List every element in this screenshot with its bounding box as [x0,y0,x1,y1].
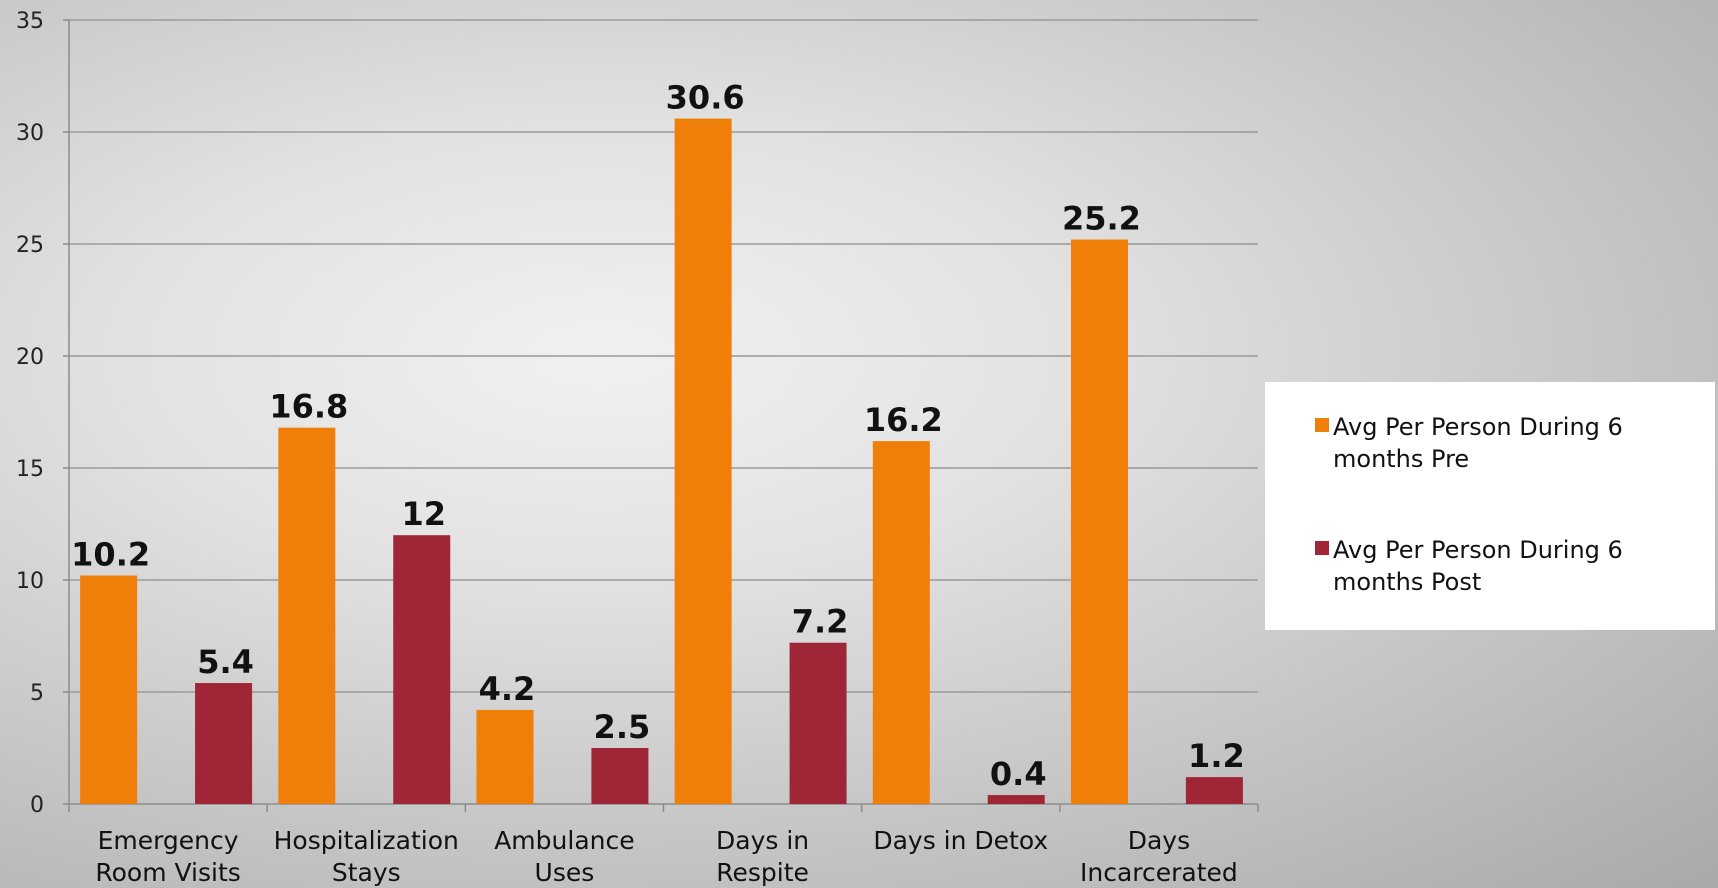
x-tick-label: Hospitalization [274,826,459,855]
x-tick-label: Uses [535,858,595,887]
data-label: 7.2 [792,603,849,641]
bar [987,795,1045,804]
x-tick-label: Room Visits [95,858,240,887]
legend-label-post: Avg Per Person During 6 months Post [1333,534,1623,598]
data-label: 30.6 [666,79,745,117]
bar [80,575,138,804]
data-label: 12 [401,495,446,533]
y-tick-label: 30 [16,121,44,146]
data-label: 2.5 [594,708,651,746]
legend-label-pre-line-1: Avg Per Person During 6 [1333,413,1623,441]
bar [591,748,649,804]
bar [872,441,930,804]
legend-label-post-line-1: Avg Per Person During 6 [1333,536,1623,564]
x-tick-label: Stays [332,858,401,887]
y-tick-labels: 0 5 10 15 20 25 30 35 [16,9,44,818]
data-label: 25.2 [1062,200,1141,238]
bar [789,642,847,804]
axes [63,19,1259,812]
data-label: 1.2 [1188,737,1245,775]
data-label: 16.8 [269,388,348,426]
x-tick-label: Emergency [98,826,239,855]
y-tick-label: 5 [30,681,44,706]
data-label: 5.4 [197,643,254,681]
legend: Avg Per Person During 6 months Pre Avg P… [1265,382,1715,630]
data-labels: 10.2 5.4 16.8 12 4.2 2.5 30.6 7.2 16.2 0.4 25.2 1.2 [71,79,1245,793]
y-tick-label: 15 [16,457,44,482]
bar [278,427,336,804]
bars [80,118,1243,804]
data-label: 4.2 [479,670,536,708]
x-tick-labels: Emergency Room Visits Hospitalization Stays… [95,826,1237,887]
x-tick-label: Ambulance [494,826,634,855]
y-tick-label: 35 [16,9,44,34]
legend-swatch-pre [1315,418,1329,432]
legend-item-pre: Avg Per Person During 6 months Pre [1315,411,1705,475]
data-label: 0.4 [990,755,1047,793]
legend-label-pre: Avg Per Person During 6 months Pre [1333,411,1623,475]
bar [674,118,732,804]
bar [1185,777,1243,804]
gridlines [69,19,1258,693]
data-label: 10.2 [71,536,150,574]
x-tick-label: Days [1128,826,1190,855]
x-tick-label: Days in [716,826,809,855]
legend-item-post: Avg Per Person During 6 months Post [1315,534,1705,598]
y-tick-label: 20 [16,345,44,370]
y-tick-label: 10 [16,569,44,594]
bar [1070,239,1128,804]
data-label: 16.2 [864,401,943,439]
y-tick-label: 25 [16,233,44,258]
x-tick-label: Incarcerated [1080,858,1238,887]
legend-label-pre-line-2: months Pre [1333,445,1470,473]
y-tick-label: 0 [30,793,44,818]
legend-swatch-post [1315,541,1329,555]
x-tick-label: Respite [716,858,809,887]
legend-label-post-line-2: months Post [1333,568,1482,596]
bar [393,535,451,804]
bar [195,683,253,804]
x-tick-label: Days in Detox [873,826,1048,855]
bar [476,709,534,804]
